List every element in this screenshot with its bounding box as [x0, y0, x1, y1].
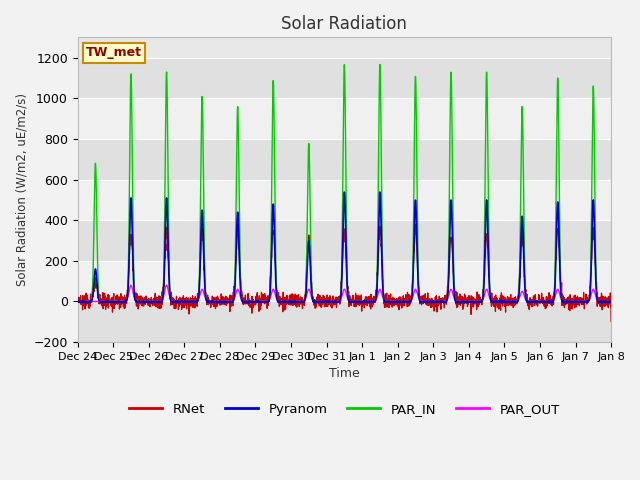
- Bar: [77, 301, 611, 342]
- Bar: [77, 180, 611, 220]
- Title: Solar Radiation: Solar Radiation: [282, 15, 407, 33]
- Bar: [77, 98, 611, 139]
- X-axis label: Time: Time: [329, 367, 360, 380]
- Bar: [77, 220, 611, 261]
- Legend: RNet, Pyranom, PAR_IN, PAR_OUT: RNet, Pyranom, PAR_IN, PAR_OUT: [124, 397, 565, 421]
- Bar: [77, 261, 611, 301]
- Text: TW_met: TW_met: [86, 47, 141, 60]
- Bar: [77, 58, 611, 98]
- Bar: [77, 139, 611, 180]
- Y-axis label: Solar Radiation (W/m2, uE/m2/s): Solar Radiation (W/m2, uE/m2/s): [15, 93, 28, 286]
